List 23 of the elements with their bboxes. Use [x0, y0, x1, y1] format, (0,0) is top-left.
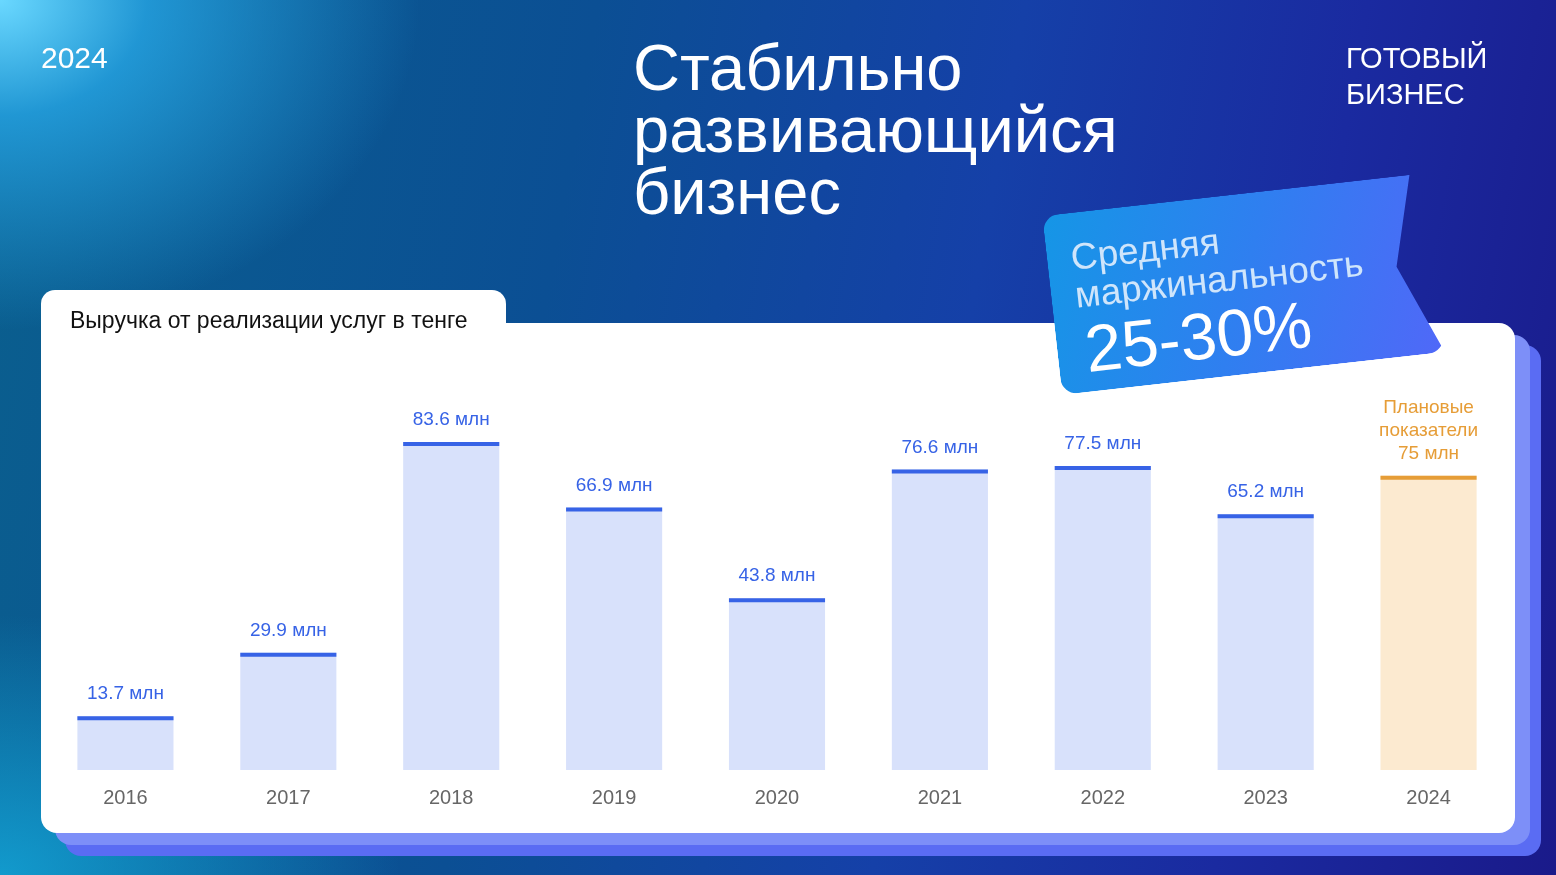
x-tick-label: 2020 [754, 785, 800, 808]
data-label: 66.9 млн [575, 473, 653, 495]
data-label: 43.8 млн [738, 564, 816, 586]
data-label: 77.5 млн [1064, 432, 1142, 454]
x-tick-label: 2016 [103, 785, 148, 808]
annotation: Плановые показатели [1379, 395, 1479, 440]
data-label: 13.7 млн [86, 682, 164, 704]
chart-subtitle: Выручка от реализации услуг в тенге [70, 306, 468, 334]
data-label: 75 млн [1398, 441, 1460, 463]
x-tick-label: 2022 [1080, 785, 1126, 808]
x-tick-label: 2017 [266, 785, 311, 808]
chart-title: Стабильно развивающийся бизнес [633, 31, 1118, 228]
data-label: 29.9 млн [249, 618, 327, 640]
x-tick-label: 2023 [1243, 785, 1288, 808]
text: ГОТОВЫЙ БИЗНЕС [1346, 40, 1489, 112]
x-tick-label: 2024 [1406, 785, 1451, 808]
x-tick-label: 2018 [428, 785, 474, 808]
x-tick-label: 2019 [591, 785, 637, 808]
data-label: 76.6 млн [901, 435, 979, 457]
x-tick-label: 2021 [917, 785, 963, 808]
data-label: 83.6 млн [412, 408, 490, 430]
text: 2024 [41, 40, 108, 76]
data-label: 65.2 млн [1227, 480, 1305, 502]
